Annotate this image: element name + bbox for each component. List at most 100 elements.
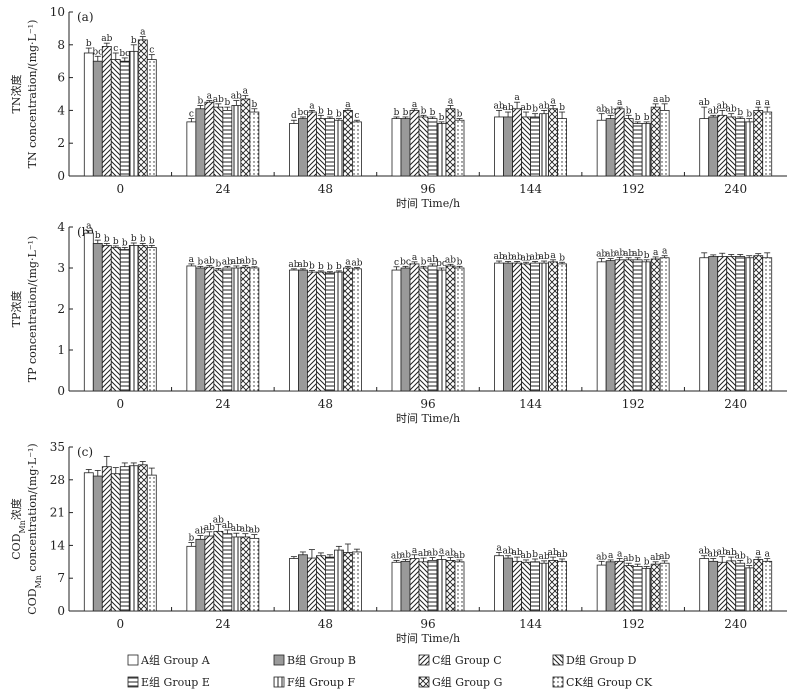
y-axis-title-cn: TN浓度 (9, 75, 23, 114)
significance-label: bc (436, 259, 447, 269)
bar (726, 256, 737, 392)
y-tick-label: 28 (50, 473, 65, 487)
y-axis-title-en: TN concentration/(mg·L⁻¹) (26, 20, 39, 169)
bar (708, 560, 719, 612)
significance-label: a (765, 550, 771, 560)
bar (146, 247, 157, 392)
bar (289, 123, 299, 177)
significance-label: b (122, 239, 128, 249)
bar (83, 232, 94, 392)
significance-label: b (188, 534, 194, 544)
significance-label: a (653, 95, 659, 105)
significance-label: ab (503, 103, 514, 113)
bar (146, 59, 157, 177)
bar (641, 261, 652, 392)
bar (92, 242, 103, 392)
significance-label: b (224, 98, 230, 108)
bar (614, 108, 625, 177)
bar (400, 118, 411, 177)
significance-label: a (608, 551, 614, 561)
significance-label: b (635, 555, 641, 565)
y-tick-label: 8 (57, 38, 65, 52)
bar (240, 536, 251, 612)
bar (352, 268, 362, 392)
bar (454, 119, 465, 177)
significance-label: ab (521, 551, 532, 561)
x-tick-label: 240 (724, 397, 747, 411)
bar (249, 267, 260, 392)
bar (548, 108, 558, 177)
bar (605, 118, 616, 177)
bar (503, 557, 513, 612)
significance-label: b (626, 106, 632, 116)
significance-label: b (394, 108, 400, 118)
significance-label: ab (717, 548, 728, 558)
significance-label: ab (548, 548, 559, 558)
legend-label: D组 Group D (566, 653, 637, 667)
bar (512, 108, 522, 177)
significance-label: ab (494, 252, 505, 262)
significance-label: ab (351, 259, 362, 269)
significance-label: ab (297, 260, 308, 270)
significance-label: b (559, 253, 565, 263)
y-tick-label: 0 (57, 169, 65, 183)
bar (744, 121, 755, 177)
bar (83, 472, 94, 612)
y-tick-label: 6 (57, 71, 65, 85)
significance-label: b (104, 234, 110, 244)
bar (427, 118, 438, 177)
significance-label: a (550, 96, 556, 106)
bar (521, 561, 531, 612)
bar (222, 533, 233, 612)
bar (204, 101, 215, 177)
bar (557, 118, 567, 177)
bar (614, 560, 625, 612)
x-tick-label: 144 (519, 617, 542, 631)
significance-label: ab (231, 524, 242, 534)
bar (548, 261, 558, 392)
significance-label: ab (427, 549, 438, 559)
significance-label: ab (699, 547, 710, 557)
bar (708, 256, 719, 392)
significance-label: c (149, 46, 154, 56)
bar (762, 560, 773, 612)
bar (316, 118, 326, 177)
significance-label: ab (735, 551, 746, 561)
bar (641, 123, 652, 177)
y-tick-label: 10 (50, 5, 65, 19)
bar (213, 106, 224, 177)
significance-label: d (291, 111, 297, 121)
legend-label: B组 Group B (287, 653, 356, 667)
significance-label: ab (605, 106, 616, 116)
bar (605, 260, 616, 392)
bar (659, 110, 670, 177)
bar (418, 561, 429, 612)
bar (735, 256, 746, 392)
significance-label: a (514, 93, 520, 103)
bar (409, 558, 420, 612)
significance-label: ab (596, 105, 607, 115)
significance-label: ab (699, 98, 710, 108)
bar (92, 475, 103, 612)
legend-item: A组 Group A (127, 653, 211, 667)
significance-label: ab (494, 101, 505, 111)
legend-item: F组 Group F (273, 675, 355, 689)
significance-label: b (421, 106, 427, 116)
significance-label: ab (240, 257, 251, 267)
bar (119, 60, 130, 177)
bar (325, 272, 335, 392)
bar (717, 256, 728, 392)
x-tick-label: 96 (420, 397, 435, 411)
bar (427, 559, 438, 612)
legend-swatch (552, 676, 564, 688)
bar (650, 106, 661, 177)
legend-swatch (418, 676, 430, 688)
significance-label: ab (512, 548, 523, 558)
significance-label: ab (632, 249, 643, 259)
y-axis-title-cn-part: 浓度 (9, 498, 23, 520)
bar (596, 261, 607, 392)
legend-item: C组 Group C (418, 653, 502, 667)
panel-label: (c) (77, 445, 93, 459)
legend-swatch (127, 676, 139, 688)
